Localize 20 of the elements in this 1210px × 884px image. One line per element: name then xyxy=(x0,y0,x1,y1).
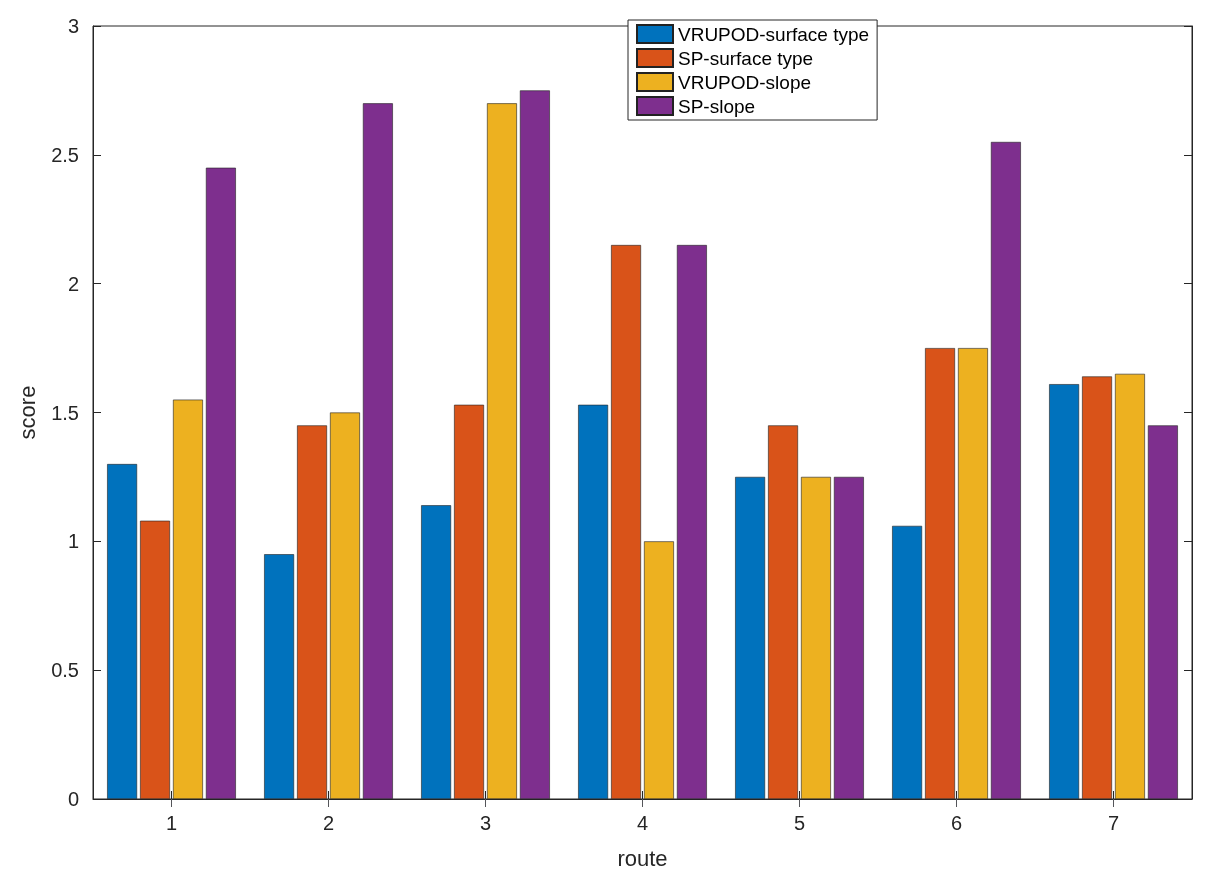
legend-label: SP-slope xyxy=(678,95,756,117)
x-tick-label: 6 xyxy=(950,812,963,834)
y-tick-label: 2.5 xyxy=(51,143,79,166)
x-tick-label: 1 xyxy=(165,812,178,834)
legend-label: VRUPOD-slope xyxy=(678,71,812,93)
x-tick-label: 4 xyxy=(636,812,649,834)
x-tick-label: 7 xyxy=(1107,812,1120,834)
x-tick-label: 3 xyxy=(479,812,492,834)
y-tick-label: 1.5 xyxy=(51,401,79,424)
x-tick-label: 5 xyxy=(793,812,806,834)
legend-label: SP-surface type xyxy=(678,47,814,69)
legend-label: VRUPOD-surface type xyxy=(678,23,870,45)
y-tick-label: 2 xyxy=(67,272,79,295)
y-tick-label: 3 xyxy=(67,15,79,37)
y-tick-label: 0 xyxy=(67,788,79,810)
x-axis-title: route xyxy=(617,845,668,871)
x-tick-label: 2 xyxy=(322,812,335,834)
y-axis-title: score xyxy=(14,385,40,440)
y-tick-label: 1 xyxy=(67,530,79,553)
y-tick-label: 0.5 xyxy=(51,659,79,682)
